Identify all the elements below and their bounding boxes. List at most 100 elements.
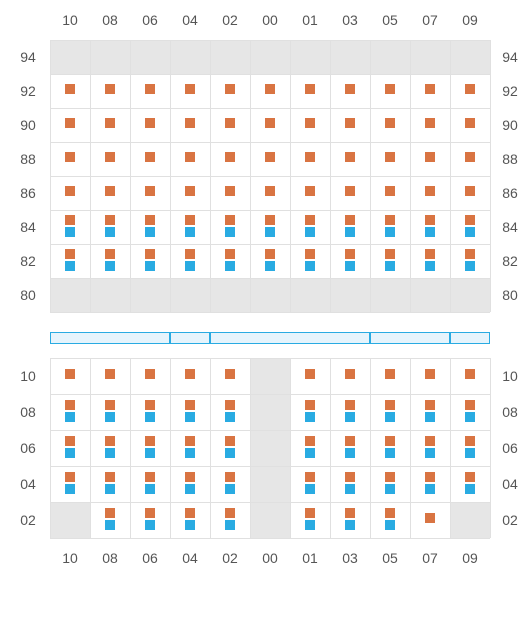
orange-marker[interactable] bbox=[305, 436, 315, 446]
blue-marker[interactable] bbox=[345, 227, 355, 237]
orange-marker[interactable] bbox=[345, 369, 355, 379]
blue-marker[interactable] bbox=[465, 412, 475, 422]
blue-marker[interactable] bbox=[265, 261, 275, 271]
blue-marker[interactable] bbox=[345, 448, 355, 458]
orange-marker[interactable] bbox=[145, 152, 155, 162]
orange-marker[interactable] bbox=[65, 472, 75, 482]
orange-marker[interactable] bbox=[185, 436, 195, 446]
orange-marker[interactable] bbox=[185, 508, 195, 518]
orange-marker[interactable] bbox=[385, 215, 395, 225]
orange-marker[interactable] bbox=[425, 436, 435, 446]
blue-marker[interactable] bbox=[225, 412, 235, 422]
orange-marker[interactable] bbox=[185, 118, 195, 128]
blue-marker[interactable] bbox=[425, 227, 435, 237]
orange-marker[interactable] bbox=[145, 118, 155, 128]
orange-marker[interactable] bbox=[465, 472, 475, 482]
blue-marker[interactable] bbox=[105, 412, 115, 422]
orange-marker[interactable] bbox=[345, 152, 355, 162]
orange-marker[interactable] bbox=[225, 436, 235, 446]
orange-marker[interactable] bbox=[465, 369, 475, 379]
orange-marker[interactable] bbox=[305, 400, 315, 410]
blue-marker[interactable] bbox=[185, 261, 195, 271]
orange-marker[interactable] bbox=[385, 152, 395, 162]
orange-marker[interactable] bbox=[425, 84, 435, 94]
orange-marker[interactable] bbox=[385, 436, 395, 446]
blue-marker[interactable] bbox=[305, 227, 315, 237]
orange-marker[interactable] bbox=[145, 400, 155, 410]
orange-marker[interactable] bbox=[225, 186, 235, 196]
blue-marker[interactable] bbox=[425, 412, 435, 422]
blue-marker[interactable] bbox=[185, 448, 195, 458]
blue-marker[interactable] bbox=[305, 520, 315, 530]
orange-marker[interactable] bbox=[265, 215, 275, 225]
blue-marker[interactable] bbox=[305, 484, 315, 494]
orange-marker[interactable] bbox=[345, 249, 355, 259]
orange-marker[interactable] bbox=[385, 84, 395, 94]
orange-marker[interactable] bbox=[105, 436, 115, 446]
orange-marker[interactable] bbox=[385, 400, 395, 410]
orange-marker[interactable] bbox=[425, 118, 435, 128]
orange-marker[interactable] bbox=[145, 369, 155, 379]
orange-marker[interactable] bbox=[265, 152, 275, 162]
blue-marker[interactable] bbox=[65, 261, 75, 271]
orange-marker[interactable] bbox=[145, 249, 155, 259]
orange-marker[interactable] bbox=[425, 215, 435, 225]
orange-marker[interactable] bbox=[425, 152, 435, 162]
orange-marker[interactable] bbox=[425, 472, 435, 482]
orange-marker[interactable] bbox=[265, 84, 275, 94]
orange-marker[interactable] bbox=[425, 186, 435, 196]
blue-marker[interactable] bbox=[145, 412, 155, 422]
orange-marker[interactable] bbox=[185, 249, 195, 259]
orange-marker[interactable] bbox=[305, 118, 315, 128]
orange-marker[interactable] bbox=[465, 400, 475, 410]
blue-marker[interactable] bbox=[185, 484, 195, 494]
orange-marker[interactable] bbox=[225, 118, 235, 128]
orange-marker[interactable] bbox=[145, 472, 155, 482]
orange-marker[interactable] bbox=[105, 84, 115, 94]
blue-marker[interactable] bbox=[465, 227, 475, 237]
blue-marker[interactable] bbox=[105, 520, 115, 530]
orange-marker[interactable] bbox=[185, 186, 195, 196]
orange-marker[interactable] bbox=[105, 508, 115, 518]
orange-marker[interactable] bbox=[265, 249, 275, 259]
orange-marker[interactable] bbox=[225, 400, 235, 410]
orange-marker[interactable] bbox=[425, 513, 435, 523]
orange-marker[interactable] bbox=[465, 152, 475, 162]
orange-marker[interactable] bbox=[145, 436, 155, 446]
orange-marker[interactable] bbox=[425, 369, 435, 379]
orange-marker[interactable] bbox=[185, 369, 195, 379]
orange-marker[interactable] bbox=[185, 152, 195, 162]
orange-marker[interactable] bbox=[105, 400, 115, 410]
orange-marker[interactable] bbox=[185, 400, 195, 410]
blue-marker[interactable] bbox=[385, 484, 395, 494]
orange-marker[interactable] bbox=[185, 472, 195, 482]
orange-marker[interactable] bbox=[65, 152, 75, 162]
orange-marker[interactable] bbox=[65, 249, 75, 259]
orange-marker[interactable] bbox=[465, 249, 475, 259]
orange-marker[interactable] bbox=[465, 118, 475, 128]
orange-marker[interactable] bbox=[385, 186, 395, 196]
orange-marker[interactable] bbox=[105, 249, 115, 259]
orange-marker[interactable] bbox=[225, 249, 235, 259]
blue-marker[interactable] bbox=[425, 261, 435, 271]
orange-marker[interactable] bbox=[65, 84, 75, 94]
orange-marker[interactable] bbox=[145, 84, 155, 94]
orange-marker[interactable] bbox=[345, 508, 355, 518]
orange-marker[interactable] bbox=[225, 84, 235, 94]
blue-marker[interactable] bbox=[145, 261, 155, 271]
orange-marker[interactable] bbox=[345, 472, 355, 482]
orange-marker[interactable] bbox=[305, 369, 315, 379]
orange-marker[interactable] bbox=[385, 249, 395, 259]
blue-marker[interactable] bbox=[185, 412, 195, 422]
blue-marker[interactable] bbox=[305, 261, 315, 271]
blue-marker[interactable] bbox=[105, 261, 115, 271]
blue-marker[interactable] bbox=[385, 261, 395, 271]
orange-marker[interactable] bbox=[305, 152, 315, 162]
orange-marker[interactable] bbox=[145, 215, 155, 225]
blue-marker[interactable] bbox=[105, 484, 115, 494]
orange-marker[interactable] bbox=[385, 508, 395, 518]
blue-marker[interactable] bbox=[385, 227, 395, 237]
blue-marker[interactable] bbox=[225, 484, 235, 494]
blue-marker[interactable] bbox=[345, 520, 355, 530]
orange-marker[interactable] bbox=[105, 472, 115, 482]
